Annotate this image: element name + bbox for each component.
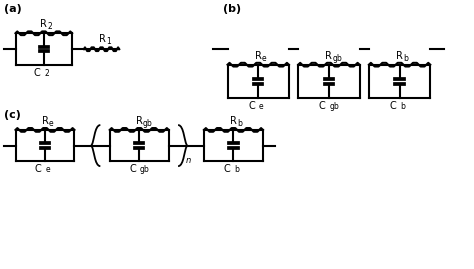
- Text: R: R: [255, 51, 262, 61]
- Text: R: R: [42, 116, 48, 126]
- Text: e: e: [259, 102, 263, 111]
- Text: C: C: [129, 164, 136, 174]
- Text: 1: 1: [107, 37, 111, 46]
- Text: R: R: [99, 34, 106, 44]
- Text: (a): (a): [4, 3, 21, 13]
- Text: gb: gb: [333, 54, 342, 63]
- Text: C: C: [223, 164, 230, 174]
- Text: n: n: [186, 156, 191, 165]
- Text: e: e: [46, 165, 50, 174]
- Text: e: e: [262, 54, 266, 63]
- Text: R: R: [230, 116, 237, 126]
- Text: gb: gb: [143, 119, 153, 128]
- Text: R: R: [136, 116, 143, 126]
- Text: b: b: [403, 54, 408, 63]
- Text: (b): (b): [223, 3, 241, 13]
- Text: C: C: [390, 101, 396, 111]
- Text: gb: gb: [329, 102, 339, 111]
- Text: 2: 2: [44, 69, 49, 77]
- Text: b: b: [234, 165, 239, 174]
- Text: (c): (c): [4, 110, 21, 120]
- Text: C: C: [319, 101, 326, 111]
- Text: gb: gb: [140, 165, 149, 174]
- Text: R: R: [396, 51, 403, 61]
- Text: C: C: [34, 68, 40, 77]
- Text: b: b: [237, 119, 242, 128]
- Text: e: e: [49, 119, 54, 128]
- Text: C: C: [248, 101, 255, 111]
- Text: R: R: [40, 19, 47, 29]
- Text: C: C: [35, 164, 42, 174]
- Text: R: R: [326, 51, 332, 61]
- Text: b: b: [400, 102, 405, 111]
- Text: 2: 2: [47, 22, 52, 31]
